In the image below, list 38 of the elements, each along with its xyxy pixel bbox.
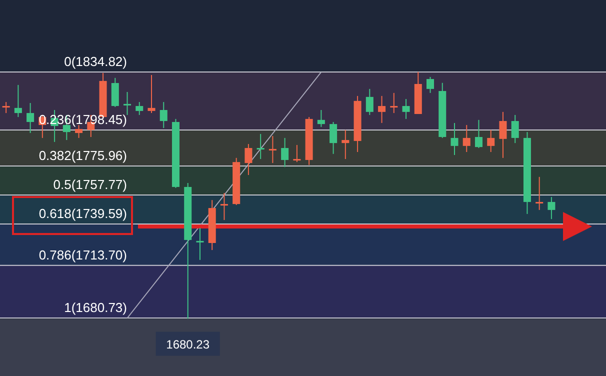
candlestick bbox=[196, 227, 204, 260]
candlestick bbox=[330, 121, 338, 154]
candlestick bbox=[390, 92, 398, 114]
candlestick bbox=[450, 122, 458, 156]
candlestick bbox=[124, 91, 132, 116]
ref-line-label: 0.5(1757.77) bbox=[53, 176, 127, 192]
candlestick bbox=[244, 144, 252, 176]
candlestick bbox=[14, 84, 22, 118]
annotation: 1680.23 bbox=[166, 337, 210, 352]
candlestick bbox=[499, 111, 507, 158]
candlestick bbox=[220, 192, 228, 221]
candlestick bbox=[111, 77, 119, 108]
ref-line-label: 0(1834.82) bbox=[64, 54, 127, 69]
candlestick bbox=[268, 136, 276, 164]
candlestick bbox=[317, 110, 325, 128]
candlestick bbox=[462, 124, 470, 152]
candlestick bbox=[536, 176, 544, 210]
ref-line-label: 0.382(1775.96) bbox=[38, 148, 127, 163]
candlestick bbox=[256, 133, 264, 160]
candlestick bbox=[474, 119, 482, 149]
candlestick bbox=[402, 98, 410, 120]
ref-line-label: 1(1680.73) bbox=[64, 300, 127, 315]
candlestick bbox=[148, 74, 156, 114]
candlestick bbox=[2, 102, 10, 114]
candlestick bbox=[426, 76, 434, 94]
candlestick bbox=[487, 129, 495, 152]
candlestick bbox=[160, 102, 168, 129]
candlestick bbox=[26, 102, 34, 134]
candlestick bbox=[281, 137, 289, 168]
candlestick bbox=[293, 144, 301, 163]
candlestick bbox=[378, 95, 386, 124]
candlestick bbox=[136, 102, 144, 116]
candlestick bbox=[511, 114, 519, 144]
candlestick bbox=[548, 196, 556, 220]
candlestick bbox=[342, 129, 350, 160]
candlestick bbox=[366, 88, 374, 116]
ref-line-label: 0.786(1713.70) bbox=[38, 247, 127, 262]
ref-line-label: 0.618(1739.59) bbox=[38, 206, 127, 222]
